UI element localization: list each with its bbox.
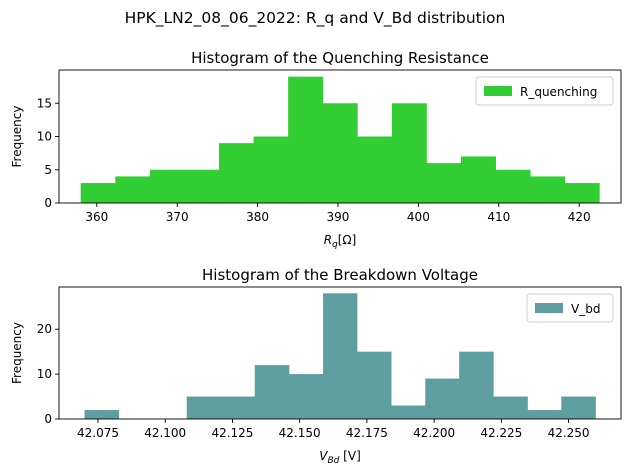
rq-bars [80, 76, 600, 203]
rq-xtick-label: 400 [407, 210, 430, 224]
vbd-xtick-label: 42.075 [77, 426, 119, 440]
rq-ylabel: Frequency [10, 106, 24, 168]
rq-bar [461, 156, 496, 203]
rq-histogram-panel: Histogram of the Quenching Resistance 360… [10, 49, 622, 250]
figure-suptitle: HPK_LN2_08_06_2022: R_q and V_Bd distrib… [125, 9, 506, 28]
vbd-xtick-label: 42.225 [480, 426, 522, 440]
rq-ytick-label: 10 [37, 130, 52, 144]
rq-bar [495, 169, 531, 203]
vbd-chart-title: Histogram of the Breakdown Voltage [202, 266, 478, 284]
vbd-xtick-label: 42.100 [144, 426, 186, 440]
rq-xtick-label: 410 [487, 210, 510, 224]
rq-ytick-label: 15 [37, 96, 52, 110]
vbd-bars [84, 293, 596, 419]
vbd-axes-frame [58, 286, 622, 420]
vbd-bar [459, 351, 494, 419]
vbd-xtick-label: 42.125 [211, 426, 253, 440]
rq-ytick-label: 0 [44, 196, 52, 210]
vbd-ytick-label: 10 [37, 367, 52, 381]
vbd-xtick-label: 42.150 [279, 426, 321, 440]
vbd-legend-box [526, 293, 614, 323]
rq-xtick-label: 380 [246, 210, 269, 224]
rq-bar [253, 136, 289, 203]
vbd-xlabel: VBd [V] [319, 449, 361, 466]
rq-chart-title: Histogram of the Quenching Resistance [191, 49, 489, 67]
rq-bar [564, 183, 600, 203]
rq-xtick-label: 420 [568, 210, 591, 224]
rq-xtick-label: 360 [85, 210, 108, 224]
vbd-histogram-panel: Histogram of the Breakdown Voltage 42.075… [10, 266, 622, 466]
vbd-ytick-label: 0 [44, 412, 52, 426]
vbd-bar [493, 396, 528, 419]
rq-bar [288, 76, 324, 203]
rq-bar [115, 176, 151, 203]
rq-legend-swatch [484, 86, 512, 96]
vbd-bar [323, 293, 358, 419]
rq-legend: R_quenching [475, 76, 614, 106]
rq-ytick-label: 5 [44, 163, 52, 177]
vbd-legend-label: V_bd [571, 302, 600, 316]
vbd-legend: V_bd [526, 293, 614, 323]
vbd-bar [84, 410, 120, 419]
rq-xtick-label: 370 [166, 210, 189, 224]
vbd-bar [254, 365, 290, 419]
vbd-bar [391, 405, 426, 419]
rq-bar [80, 183, 116, 203]
vbd-xtick-label: 42.250 [548, 426, 590, 440]
rq-xlabel: Rq[Ω] [324, 233, 357, 250]
vbd-xtick-label: 42.200 [413, 426, 455, 440]
vbd-bar [220, 396, 256, 419]
vbd-xtick-label: 42.175 [346, 426, 388, 440]
rq-bar [218, 143, 254, 203]
vbd-bar [425, 378, 460, 419]
rq-xtick-label: 390 [327, 210, 350, 224]
vbd-bar [561, 396, 596, 419]
vbd-bar [356, 351, 392, 419]
rq-bar [530, 176, 566, 203]
rq-bar [426, 163, 462, 203]
rq-bar [322, 103, 358, 203]
rq-legend-label: R_quenching [520, 85, 597, 99]
rq-bar [391, 103, 427, 203]
vbd-bar [186, 396, 222, 419]
vbd-bar [527, 410, 562, 419]
vbd-bar [288, 374, 324, 419]
vbd-legend-swatch [535, 303, 563, 313]
vbd-ytick-label: 20 [37, 322, 52, 336]
rq-bar [357, 136, 393, 203]
rq-bar [184, 169, 220, 203]
rq-bar [149, 169, 185, 203]
vbd-ylabel: Frequency [10, 322, 24, 384]
rq-legend-box [475, 76, 614, 106]
